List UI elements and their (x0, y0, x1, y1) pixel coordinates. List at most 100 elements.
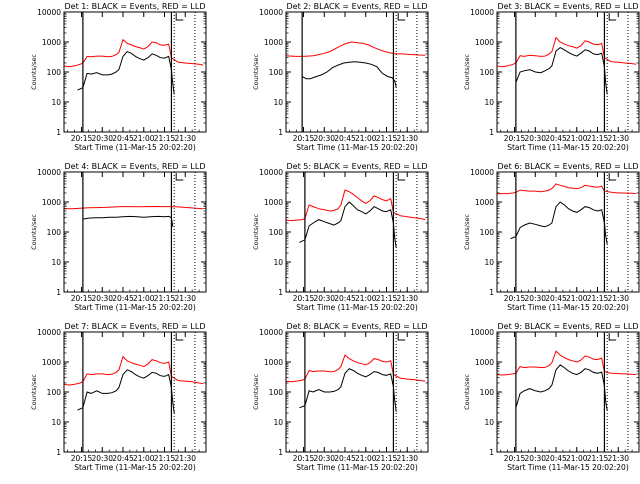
x-tick-label: 20:15 (293, 134, 315, 143)
y-axis-label: Counts/sec (252, 54, 260, 90)
x-tick-label: 20:15 (293, 454, 315, 463)
y-tick-label: 100 (47, 68, 62, 77)
lld-series-line (63, 355, 204, 386)
lld-series-line (496, 350, 637, 376)
x-tick-label: 20:45 (112, 134, 134, 143)
marker-bracket (175, 13, 184, 21)
x-tick-label: 21:00 (566, 294, 588, 303)
x-tick-label: 21:15 (587, 294, 609, 303)
y-tick-label: 1 (278, 288, 283, 297)
panel-det-7: 1 10 100 1000 10000 20:15 20:30 20:45 21:00 21:15… (30, 322, 207, 472)
x-tick-label: 20:30 (524, 454, 546, 463)
x-tick-label: 21:00 (133, 294, 155, 303)
events-series-line (301, 61, 397, 88)
panel-title: Det 1: BLACK = Events, RED = LLD (65, 2, 206, 11)
lld-series-line (285, 41, 426, 57)
marker-bracket (175, 333, 184, 341)
x-tick-label: 21:30 (396, 134, 418, 143)
x-axis-label: Start Time (11-Mar-15 20:02:20) (74, 143, 196, 152)
panel-title: Det 3: BLACK = Events, RED = LLD (498, 2, 639, 11)
x-axis-label: Start Time (11-Mar-15 20:02:20) (296, 463, 418, 472)
events-series-line (77, 51, 175, 95)
x-tick-label: 20:45 (545, 454, 567, 463)
y-axis-label: Counts/sec (30, 214, 38, 250)
lld-series-line (285, 189, 426, 222)
lld-series-line (285, 354, 426, 383)
events-series-line (510, 201, 608, 244)
x-tick-label: 21:15 (587, 454, 609, 463)
x-tick-label: 20:15 (504, 134, 526, 143)
y-tick-label: 1000 (264, 198, 283, 207)
x-tick-label: 20:15 (293, 294, 315, 303)
x-tick-label: 21:15 (376, 134, 398, 143)
lld-series-line (496, 183, 637, 195)
marker-bracket (175, 173, 184, 181)
x-tick-label: 21:30 (607, 454, 629, 463)
x-tick-label: 20:45 (112, 454, 134, 463)
y-tick-label: 100 (269, 388, 284, 397)
x-tick-label: 20:45 (334, 134, 356, 143)
panel-det-6: 1 10 100 1000 10000 20:15 20:30 20:45 21:00 21:15… (463, 162, 640, 312)
x-tick-label: 20:45 (334, 294, 356, 303)
x-tick-label: 21:15 (376, 454, 398, 463)
x-tick-label: 20:30 (524, 294, 546, 303)
x-tick-label: 20:30 (524, 134, 546, 143)
x-tick-label: 21:15 (154, 294, 176, 303)
panel-title: Det 7: BLACK = Events, RED = LLD (65, 322, 206, 331)
marker-bracket (397, 13, 406, 21)
y-tick-label: 100 (480, 68, 495, 77)
y-tick-label: 10 (273, 98, 283, 107)
lld-series-line (63, 205, 204, 210)
y-axis-label: Counts/sec (463, 214, 471, 250)
panel-title: Det 5: BLACK = Events, RED = LLD (287, 162, 428, 171)
axes-frame (496, 331, 640, 453)
y-axis-label: Counts/sec (30, 54, 38, 90)
panel-det-2: 1 10 100 1000 10000 20:15 20:30 20:45 21:00 21:15… (252, 2, 429, 152)
x-axis-label: Start Time (11-Mar-15 20:02:20) (74, 463, 196, 472)
y-axis-label: Counts/sec (252, 214, 260, 250)
x-tick-label: 20:45 (545, 294, 567, 303)
events-series-line (299, 201, 397, 248)
y-tick-label: 10 (51, 258, 61, 267)
y-tick-label: 10000 (259, 328, 283, 337)
y-tick-label: 10000 (37, 168, 61, 177)
x-tick-label: 21:30 (607, 294, 629, 303)
y-tick-label: 10000 (37, 328, 61, 337)
panel-det-8: 1 10 100 1000 10000 20:15 20:30 20:45 21:00 21:15… (252, 322, 429, 472)
x-tick-label: 21:15 (376, 294, 398, 303)
panel-title: Det 2: BLACK = Events, RED = LLD (287, 2, 428, 11)
x-tick-label: 21:00 (133, 134, 155, 143)
events-series-line (515, 364, 608, 411)
y-tick-label: 1 (489, 288, 494, 297)
x-tick-label: 20:45 (545, 134, 567, 143)
x-tick-label: 21:00 (133, 454, 155, 463)
x-tick-label: 20:30 (313, 134, 335, 143)
panel-det-5: 1 10 100 1000 10000 20:15 20:30 20:45 21:00 21:15… (252, 162, 429, 312)
y-axis-label: Counts/sec (463, 54, 471, 90)
x-tick-label: 21:30 (174, 294, 196, 303)
x-tick-label: 20:30 (91, 294, 113, 303)
y-tick-label: 10 (51, 98, 61, 107)
x-tick-label: 20:45 (112, 294, 134, 303)
lld-series-line (496, 36, 637, 68)
panel-title: Det 8: BLACK = Events, RED = LLD (287, 322, 428, 331)
y-tick-label: 100 (480, 388, 495, 397)
x-tick-label: 21:30 (174, 134, 196, 143)
y-tick-label: 1 (489, 128, 494, 137)
x-tick-label: 21:15 (587, 134, 609, 143)
events-series-line (299, 368, 397, 412)
axes-frame (63, 171, 207, 293)
x-tick-label: 21:00 (355, 454, 377, 463)
y-tick-label: 1000 (264, 358, 283, 367)
x-tick-label: 20:30 (313, 294, 335, 303)
y-tick-label: 10 (273, 418, 283, 427)
y-tick-label: 10000 (470, 328, 494, 337)
x-tick-label: 20:30 (91, 454, 113, 463)
x-tick-label: 21:00 (355, 134, 377, 143)
x-tick-label: 20:15 (504, 454, 526, 463)
x-axis-label: Start Time (11-Mar-15 20:02:20) (296, 303, 418, 312)
panel-det-1: 1 10 100 1000 10000 20:15 20:30 20:45 21:00 21:15… (30, 2, 207, 152)
axes-frame (285, 11, 429, 133)
y-tick-label: 1000 (42, 358, 61, 367)
